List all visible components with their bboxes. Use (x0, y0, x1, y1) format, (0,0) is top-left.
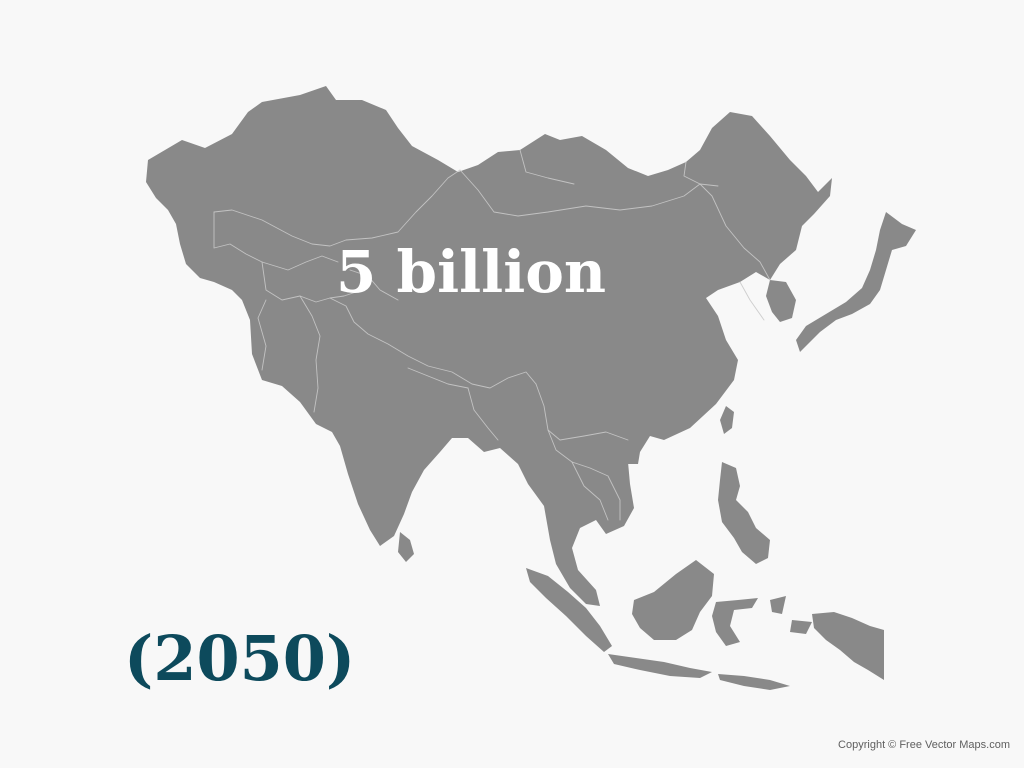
country-borders (213, 149, 771, 521)
sri-lanka (398, 532, 414, 562)
sulawesi (712, 598, 758, 646)
korean-peninsula (766, 280, 796, 322)
population-headline: 5 billion (336, 238, 607, 306)
japan (796, 212, 916, 352)
year-label: (2050) (124, 622, 356, 695)
hainan (628, 450, 640, 464)
new-guinea (812, 612, 884, 680)
taiwan (720, 406, 734, 434)
lesser-sunda-islands (718, 674, 790, 690)
asia-mainland (146, 86, 832, 606)
copyright-credit: Copyright © Free Vector Maps.com (838, 739, 1010, 751)
borneo (632, 560, 714, 640)
philippines (718, 462, 770, 564)
moluccas (770, 596, 812, 634)
sumatra (526, 568, 612, 652)
java (608, 654, 712, 678)
